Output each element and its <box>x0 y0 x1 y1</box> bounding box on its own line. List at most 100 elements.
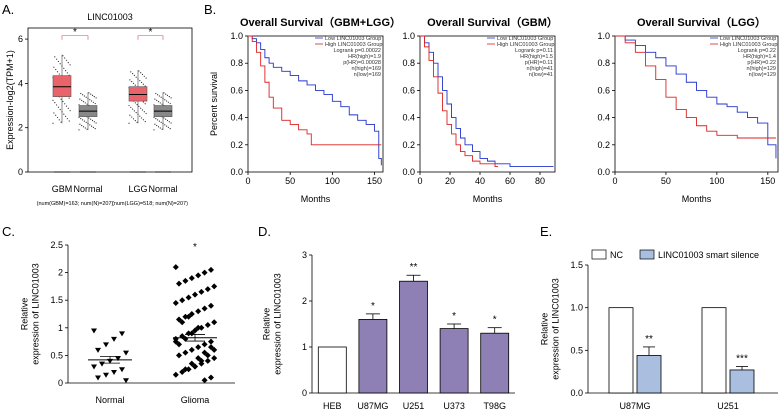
panel-d-bar: 0 1 2 3 Relative expression of LINC01003 HEB * U… <box>262 250 515 411</box>
footnote-gbm: (num(GBM)=163; num(N)=207) <box>37 201 114 207</box>
bar-U373 <box>439 328 469 394</box>
legend-entry: High LINC01003 Group <box>497 42 554 48</box>
y-tick-label: 0.0 <box>570 388 583 398</box>
data-point <box>82 101 85 103</box>
survival-curve-1 <box>420 35 498 168</box>
legend-entry: LINC01003 smart silence <box>658 250 759 260</box>
y-axis-label-group: Relative expression of LINC01003 <box>20 263 41 365</box>
data-point <box>62 55 64 57</box>
significance-star: * <box>371 301 375 312</box>
panel-e-grouped-bar: 0.0 0.5 1.0 1.5 Relative expression of LINC01… <box>540 249 778 411</box>
data-point <box>163 92 165 94</box>
survival-curve-0 <box>248 35 382 166</box>
significance-bracket <box>137 35 164 40</box>
data-point <box>155 92 157 95</box>
y-tick-label: 0.5 <box>50 350 63 360</box>
data-point <box>64 57 66 59</box>
x-category-label: U373 <box>443 401 465 411</box>
data-point <box>130 106 132 108</box>
data-point <box>80 92 82 95</box>
plot-frame <box>614 35 779 173</box>
data-point <box>166 94 169 96</box>
y-tick-label: 1 <box>58 323 63 333</box>
glioma-point <box>201 305 208 312</box>
glioma-point <box>195 355 202 362</box>
data-point <box>134 102 136 104</box>
y-tick-label: 2 <box>58 268 63 278</box>
data-point <box>135 76 137 78</box>
data-point <box>65 59 68 61</box>
panel-label-d: D. <box>258 224 271 239</box>
data-point <box>169 128 171 130</box>
data-point <box>159 127 161 129</box>
bar-HEB <box>317 346 347 394</box>
data-point <box>159 102 161 104</box>
data-point <box>158 95 160 97</box>
glioma-point <box>188 346 195 353</box>
data-point <box>78 129 80 131</box>
data-point <box>56 71 59 73</box>
y-tick-label: 3 <box>302 250 307 260</box>
data-point <box>134 120 136 122</box>
y-tick-label: 0.6 <box>230 85 243 95</box>
y-tick-label: 1.0 <box>597 31 610 41</box>
data-point <box>56 104 58 106</box>
data-point <box>68 97 70 99</box>
data-point <box>143 75 145 77</box>
x-category-label: HEB <box>323 401 342 411</box>
legend-entry: HR(high)=1.5 <box>520 54 553 60</box>
y-tick-label: 1.0 <box>402 31 415 41</box>
glioma-point <box>172 299 179 306</box>
normal-point <box>123 350 129 356</box>
data-point <box>142 101 144 103</box>
y-tick-label: 1.5 <box>570 260 583 270</box>
data-point <box>95 97 97 99</box>
data-point <box>166 125 168 127</box>
plot-frame <box>419 35 556 173</box>
significance-star: * <box>193 242 197 253</box>
data-point <box>60 121 62 123</box>
y-tick-label: 0.5 <box>570 345 583 355</box>
x-tick-label: 0 <box>612 176 617 186</box>
panel-c-scatter: 0 0.5 1 1.5 2 2.5 Relative expression of LINC01… <box>20 240 235 405</box>
data-point <box>86 103 88 105</box>
data-point <box>94 128 96 130</box>
data-point <box>91 125 93 127</box>
glioma-point <box>208 344 214 351</box>
legend-entry: HR(high)=1.4 <box>743 54 776 60</box>
data-point <box>167 126 169 128</box>
normal-point <box>111 369 117 375</box>
plot-frame <box>247 35 384 173</box>
data-point <box>166 100 168 102</box>
legend-entry: HR(high)=1.9 <box>348 54 381 60</box>
glioma-point <box>182 366 189 373</box>
x-tick-label: 100 <box>709 176 724 186</box>
panel-label-e: E. <box>540 224 552 239</box>
glioma-point <box>195 308 202 315</box>
y-tick-label: 0.2 <box>597 140 610 150</box>
x-category-label: Normal <box>73 184 102 194</box>
data-point <box>164 124 166 126</box>
data-point <box>85 121 87 123</box>
legend-entry: Low LINC01003 Group <box>325 36 381 42</box>
y-tick-label: 1.0 <box>570 303 583 313</box>
x-category-label: U87MG <box>357 401 388 411</box>
y-tick-label: 0.4 <box>402 113 415 123</box>
glioma-point <box>176 352 182 359</box>
data-point <box>88 117 90 119</box>
panel-label-b: B. <box>204 2 216 17</box>
glioma-point <box>192 291 198 298</box>
data-point <box>142 83 144 85</box>
data-point <box>93 121 95 123</box>
x-category-label: LGG <box>128 184 147 194</box>
glioma-point <box>188 360 195 367</box>
data-point <box>82 94 84 96</box>
bar-U251-0 <box>701 307 727 394</box>
data-point <box>53 112 55 114</box>
significance-star: * <box>149 27 153 38</box>
data-point <box>136 121 138 123</box>
x-category-label: Normal <box>148 184 177 194</box>
data-point <box>52 122 54 124</box>
normal-point <box>115 356 121 362</box>
